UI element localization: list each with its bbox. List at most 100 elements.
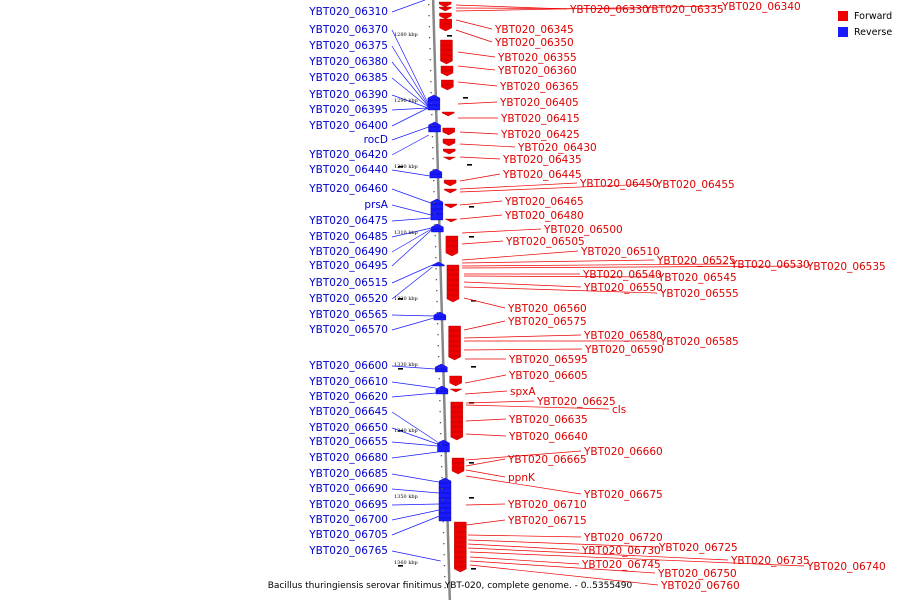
forward-connector — [461, 265, 805, 269]
forward-gene-label: YBT020_06340 — [721, 1, 801, 13]
forward-gene-block-1 — [439, 6, 452, 12]
forward-gene-label: YBT020_06640 — [508, 431, 588, 443]
forward-connector — [467, 547, 729, 561]
forward-connector — [467, 539, 657, 548]
reverse-gene-label: YBT020_06385 — [308, 72, 388, 84]
forward-connector — [461, 250, 579, 261]
tick-dot — [441, 488, 443, 490]
forward-connector — [455, 7, 643, 10]
forward-gene-label: YBT020_06590 — [584, 344, 664, 356]
tick-dot — [435, 279, 438, 281]
forward-gene-label: YBT020_06500 — [543, 224, 623, 236]
reverse-gene-label: YBT020_06690 — [308, 483, 388, 495]
reverse-gene-label: YBT020_06705 — [308, 529, 388, 541]
forward-connector — [461, 228, 542, 234]
marker-dash — [471, 366, 476, 368]
forward-gene-label: YBT020_06595 — [508, 354, 588, 366]
forward-connector — [465, 503, 506, 506]
reverse-connector — [391, 473, 439, 483]
scale-tick-label: 1310 kbp — [394, 230, 418, 236]
forward-gene-label: YBT020_06510 — [580, 246, 660, 258]
marker-dash — [467, 164, 472, 166]
tick-dot — [443, 543, 445, 545]
reverse-connector — [391, 134, 429, 156]
reverse-gene-label: YBT020_06685 — [308, 468, 388, 480]
marker-dash — [469, 236, 474, 238]
forward-connector — [459, 214, 503, 220]
forward-connector — [464, 374, 507, 384]
forward-connector — [463, 334, 582, 339]
forward-gene-block-17 — [446, 264, 460, 303]
legend: Forward Reverse — [838, 8, 900, 40]
reverse-connector — [391, 451, 438, 459]
scale-tick-label: 1300 kbp — [394, 164, 418, 170]
reverse-gene-label: YBT020_06375 — [308, 40, 388, 52]
forward-gene-label: YBT020_06535 — [806, 261, 886, 273]
reverse-connector — [391, 169, 430, 177]
forward-connector — [459, 156, 501, 160]
reverse-gene-block-10 — [438, 477, 452, 522]
reverse-connector — [391, 77, 429, 108]
tick-dot — [434, 224, 436, 226]
reverse-connector — [391, 217, 432, 222]
forward-gene-label: YBT020_06560 — [507, 303, 587, 315]
reverse-gene-label: prsA — [364, 199, 388, 211]
forward-gene-block-2 — [439, 12, 452, 20]
legend-label-forward: Forward — [854, 10, 893, 22]
legend-item-reverse: Reverse — [838, 24, 900, 40]
forward-gene-label: YBT020_06715 — [507, 515, 587, 527]
forward-gene-label: YBT020_06745 — [581, 559, 661, 571]
forward-gene-block-14 — [444, 203, 457, 209]
forward-gene-block-15 — [445, 218, 458, 223]
forward-connector — [465, 418, 507, 422]
tick-dot — [438, 378, 440, 380]
marker-dash — [463, 97, 468, 99]
forward-connector — [461, 259, 655, 264]
forward-gene-block-18 — [448, 325, 461, 361]
reverse-gene-label: YBT020_06570 — [308, 324, 388, 336]
reverse-connector — [391, 107, 429, 111]
reverse-gene-label: YBT020_06565 — [308, 309, 388, 321]
forward-gene-label: YBT020_06740 — [806, 561, 886, 573]
scale-tick-label: 1280 kbp — [394, 32, 418, 38]
marker-dash — [398, 298, 403, 300]
forward-connector — [459, 200, 503, 206]
forward-gene-label: YBT020_06760 — [660, 580, 740, 592]
forward-gene-label: YBT020_06505 — [505, 236, 585, 248]
forward-gene-block-10 — [443, 148, 456, 155]
reverse-gene-label: YBT020_06380 — [308, 56, 388, 68]
reverse-connector — [391, 509, 440, 521]
forward-swatch — [838, 11, 848, 21]
reverse-gene-label: YBT020_06495 — [308, 260, 388, 272]
tick-dot — [433, 202, 435, 204]
tick-dot — [439, 411, 441, 413]
forward-gene-label: YBT020_06405 — [499, 97, 579, 109]
tick-dot — [429, 37, 431, 39]
scale-tick-label: 1360 kbp — [394, 560, 418, 566]
reverse-gene-label: YBT020_06700 — [308, 514, 388, 526]
forward-connector — [457, 51, 496, 58]
tick-dot — [429, 48, 431, 50]
forward-gene-label: YBT020_06425 — [500, 129, 580, 141]
reverse-connector — [391, 317, 435, 331]
forward-gene-label: YBT020_06415 — [500, 113, 580, 125]
forward-gene-label: YBT020_06675 — [583, 489, 663, 501]
forward-gene-block-21 — [450, 401, 463, 441]
reverse-connector — [391, 441, 438, 447]
forward-gene-label: YBT020_06445 — [502, 169, 582, 181]
marker-dash — [471, 568, 476, 570]
reverse-gene-label: YBT020_06515 — [308, 277, 388, 289]
forward-connector — [459, 131, 499, 135]
forward-gene-label: YBT020_06720 — [583, 532, 663, 544]
forward-gene-label: YBT020_06455 — [655, 179, 735, 191]
reverse-gene-label: YBT020_06610 — [308, 376, 388, 388]
marker-dash — [398, 368, 403, 370]
forward-gene-label: YBT020_06330 — [569, 4, 649, 16]
reverse-connector — [391, 204, 432, 216]
reverse-connector — [391, 0, 426, 13]
forward-gene-label: ppnK — [508, 472, 536, 484]
forward-connector — [469, 564, 659, 586]
forward-connector — [469, 556, 580, 565]
forward-gene-label: YBT020_06665 — [507, 454, 587, 466]
scale-ticks: 1280 kbp 1290 kbp 1300 kbp 1310 kbp 1320 kbp… — [394, 32, 418, 566]
